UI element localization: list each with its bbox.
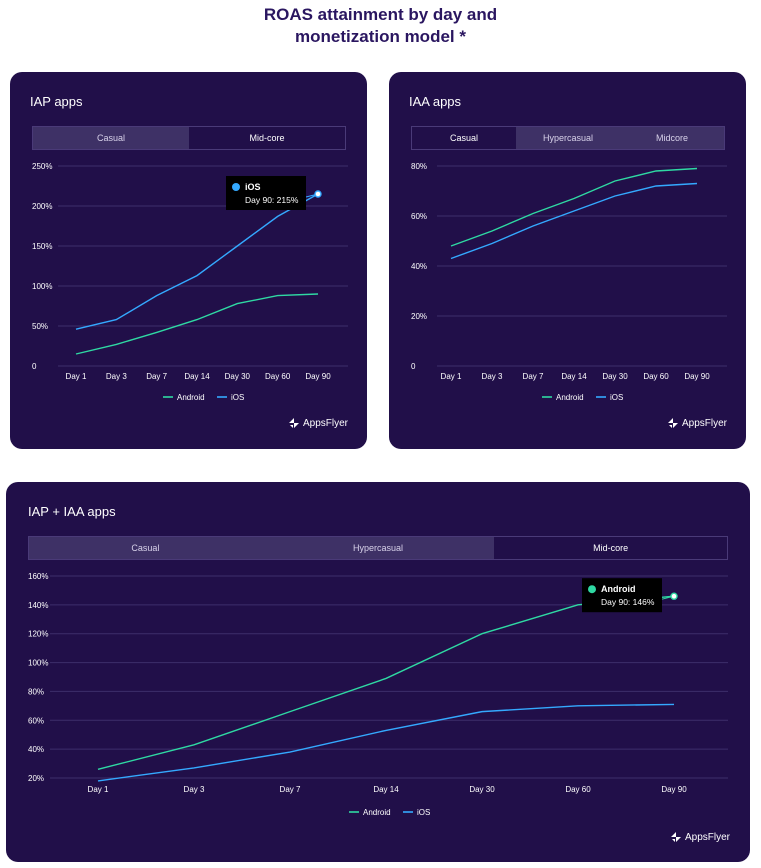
x-tick-label: Day 30 [225, 372, 251, 381]
iap-chart-card: IAP apps Casual Mid-core 0 50% 100% 150% 200… [10, 72, 367, 449]
tooltip-point-marker [670, 592, 678, 600]
x-tick-label: Day 30 [602, 372, 628, 381]
tab-hypercasual[interactable]: Hypercasual [261, 537, 495, 559]
iaa-line-chart: 0 20% 40% 60% 80% Day 1 Day 3 Day 7 Day 14 Day 30… [411, 162, 727, 402]
x-tick-label: Day 90 [661, 785, 687, 794]
y-tick-label: 0 [32, 362, 37, 371]
x-tick-label: Day 7 [280, 785, 301, 794]
series-line-android [450, 167, 698, 247]
tab-hypercasual[interactable]: Hypercasual [516, 127, 620, 149]
x-tick-label: Day 1 [66, 372, 87, 381]
iap-iaa-line-chart: 20% 40% 60% 80% 100% 120% 140% 160% Day 1 Day 3 Da… [28, 572, 728, 817]
x-tick-label: Day 3 [106, 372, 127, 381]
x-tick-label: Day 7 [523, 372, 544, 381]
y-tick-label: 20% [28, 774, 44, 783]
appsflyer-wordmark: AppsFlyer [682, 417, 728, 429]
tooltip-dot [232, 183, 240, 191]
tooltip-point-marker [314, 190, 322, 198]
legend-label-android: Android [556, 393, 584, 402]
x-tick-label: Day 3 [482, 372, 503, 381]
y-tick-label: 140% [28, 601, 48, 610]
x-tick-label: Day 90 [684, 372, 710, 381]
y-tick-label: 250% [32, 162, 52, 171]
y-tick-label: 120% [28, 630, 48, 639]
series-line-android [75, 293, 319, 355]
iap-iaa-tab-bar: Casual Hypercasual Mid-core [28, 536, 728, 560]
appsflyer-logo: AppsFlyer [288, 417, 348, 429]
tooltip-box [582, 578, 662, 613]
appsflyer-wordmark: AppsFlyer [303, 417, 349, 429]
legend-label-ios: iOS [610, 393, 623, 402]
x-tick-label: Day 14 [373, 785, 399, 794]
appsflyer-logo-icon [668, 418, 678, 428]
page-title: ROAS attainment by day and monetization … [0, 4, 761, 48]
x-tick-label: Day 60 [643, 372, 669, 381]
y-tick-label: 160% [28, 572, 48, 581]
y-tick-label: 0 [411, 362, 416, 371]
legend-label-android: Android [363, 808, 391, 817]
iap-iaa-card-title: IAP + IAA apps [28, 504, 116, 519]
tab-midcore[interactable]: Midcore [620, 127, 724, 149]
iaa-chart-card: IAA apps Casual Hypercasual Midcore 0 20%… [389, 72, 746, 449]
tab-mid-core[interactable]: Mid-core [494, 537, 728, 559]
y-tick-label: 150% [32, 242, 52, 251]
x-tick-label: Day 1 [441, 372, 462, 381]
x-tick-label: Day 14 [184, 372, 210, 381]
iaa-tab-bar: Casual Hypercasual Midcore [411, 126, 725, 150]
tooltip-box [226, 176, 306, 210]
tab-casual[interactable]: Casual [29, 537, 262, 559]
appsflyer-wordmark: AppsFlyer [685, 831, 731, 843]
y-tick-label: 20% [411, 312, 427, 321]
iaa-card-title: IAA apps [409, 94, 462, 109]
page-title-line-2: monetization model * [295, 27, 466, 46]
y-tick-label: 60% [28, 716, 44, 725]
y-tick-label: 200% [32, 202, 52, 211]
tab-mid-core[interactable]: Mid-core [189, 127, 345, 149]
series-line-ios [75, 193, 319, 330]
y-tick-label: 40% [28, 745, 44, 754]
y-tick-label: 40% [411, 262, 427, 271]
appsflyer-logo: AppsFlyer [667, 417, 727, 429]
tooltip-dot [588, 585, 596, 594]
iap-line-chart: 0 50% 100% 150% 200% 250% Day 1 Day 3 Day 7 Day 1… [32, 162, 348, 402]
iap-iaa-chart-card: IAP + IAA apps Casual Hypercasual Mid-co… [6, 482, 750, 862]
series-line-ios [97, 703, 675, 782]
x-tick-label: Day 60 [265, 372, 291, 381]
tooltip-title: Android [601, 584, 636, 594]
x-tick-label: Day 7 [146, 372, 167, 381]
x-tick-label: Day 90 [305, 372, 331, 381]
tooltip-title: iOS [245, 182, 261, 192]
legend-label-android: Android [177, 393, 205, 402]
x-tick-label: Day 1 [88, 785, 109, 794]
x-tick-label: Day 30 [469, 785, 495, 794]
legend-label-ios: iOS [417, 808, 430, 817]
legend-label-ios: iOS [231, 393, 244, 402]
y-tick-label: 80% [28, 687, 44, 696]
tooltip-value: Day 90: 146% [601, 597, 655, 607]
series-line-ios [450, 182, 698, 260]
x-tick-label: Day 3 [184, 785, 205, 794]
tab-casual[interactable]: Casual [33, 127, 189, 149]
tab-casual[interactable]: Casual [412, 127, 516, 149]
y-tick-label: 100% [32, 282, 52, 291]
appsflyer-logo: AppsFlyer [670, 831, 730, 843]
y-tick-label: 80% [411, 162, 427, 171]
x-tick-label: Day 14 [561, 372, 587, 381]
iap-tab-bar: Casual Mid-core [32, 126, 346, 150]
series-line-android [97, 595, 675, 771]
tooltip-value: Day 90: 215% [245, 195, 299, 205]
y-tick-label: 100% [28, 659, 48, 668]
appsflyer-logo-icon [671, 832, 681, 842]
iap-card-title: IAP apps [30, 94, 83, 109]
y-tick-label: 60% [411, 212, 427, 221]
y-tick-label: 50% [32, 322, 48, 331]
page-title-line-1: ROAS attainment by day and [263, 5, 498, 24]
appsflyer-logo-icon [289, 418, 299, 428]
x-tick-label: Day 60 [565, 785, 591, 794]
